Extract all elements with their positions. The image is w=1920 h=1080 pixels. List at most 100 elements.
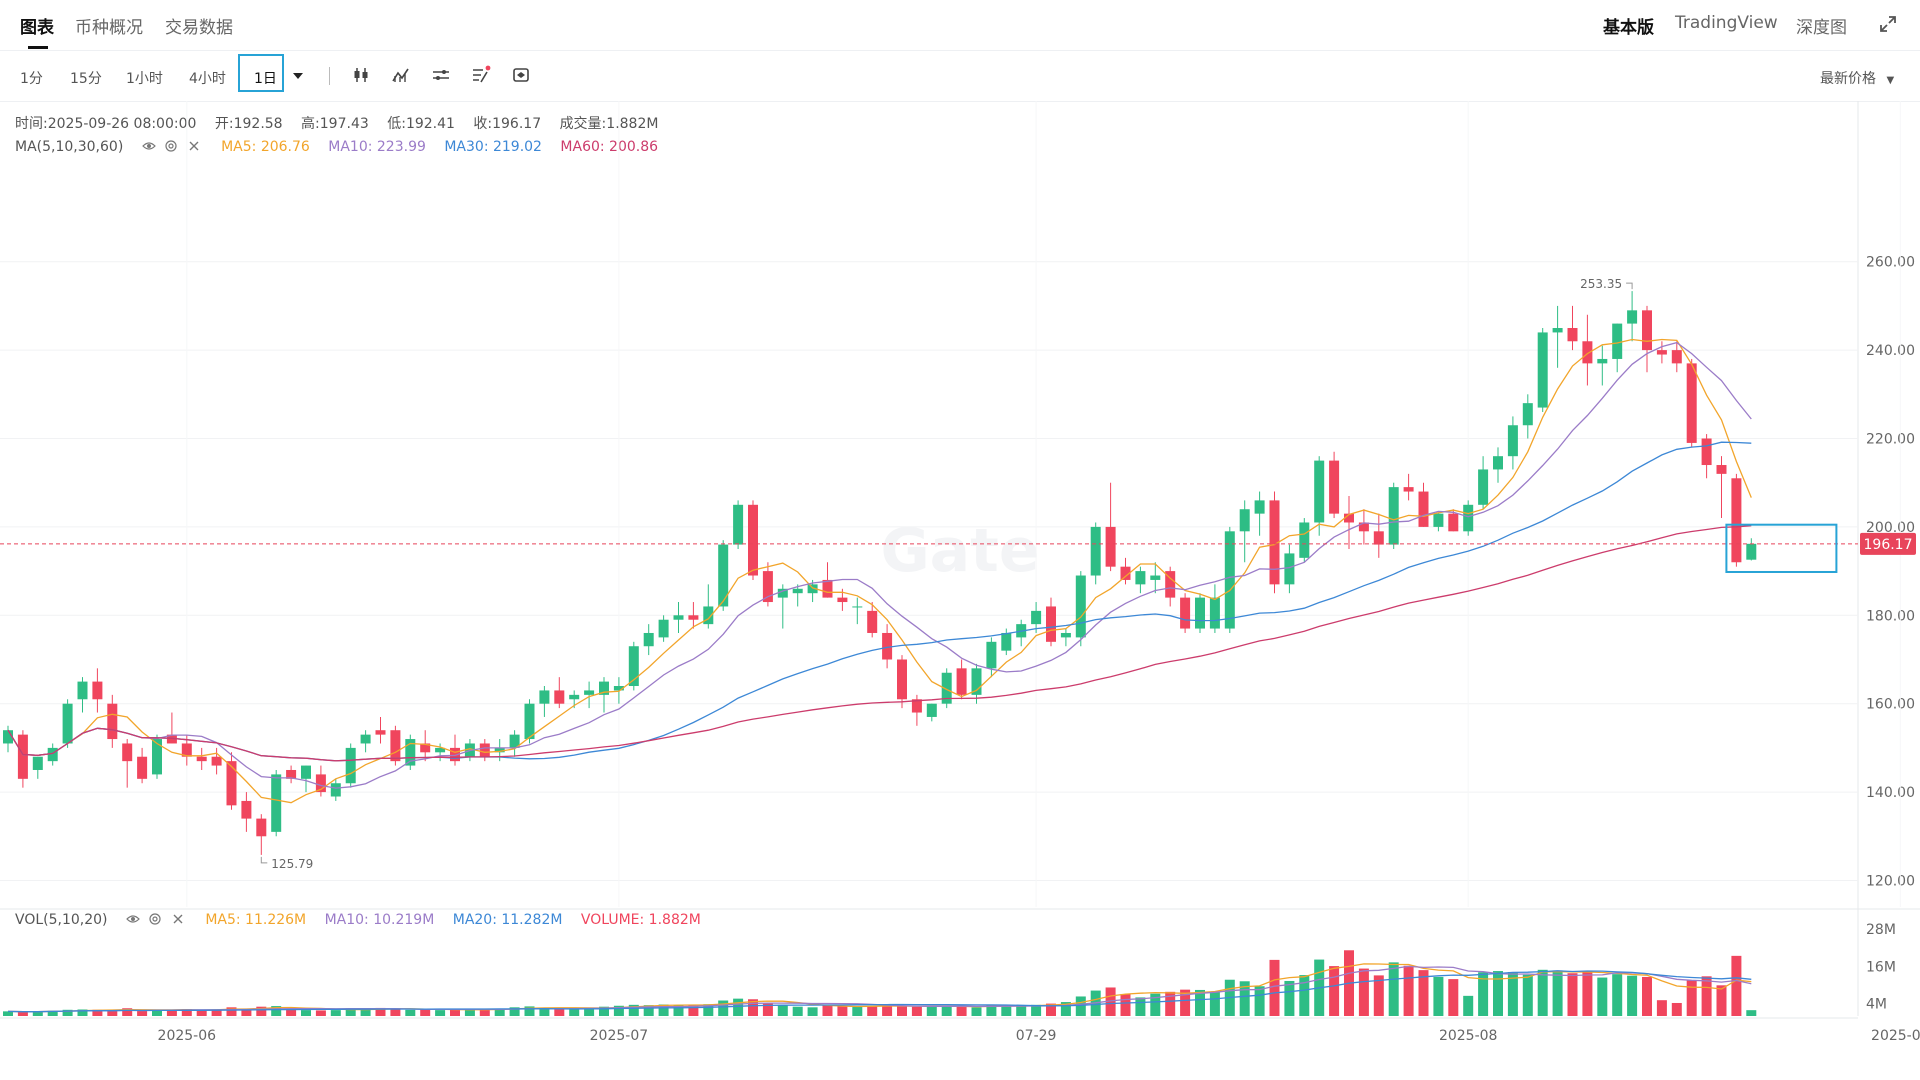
candle-body [107,703,118,740]
ma-legend: MA(5,10,30,60) MA5: 206.76 MA10: 223.99 … [15,139,672,155]
candle-body [32,756,43,770]
volume-bar [1180,989,1191,1016]
candle-body [211,756,222,766]
interval-1h[interactable]: 1小时 [126,71,163,87]
candle-body [1150,575,1161,580]
tab-trading-data[interactable]: 交易数据 [165,18,233,38]
fullscreen-icon[interactable] [1878,14,1898,34]
candle-body [92,681,103,700]
candle-body [748,504,758,576]
volume-bar [673,1005,684,1016]
volume-bar [1448,979,1459,1016]
volume-bar [1612,974,1623,1016]
ma60-value: MA60: 200.86 [560,139,659,155]
candle-body [256,818,267,837]
chevron-down-icon[interactable] [290,65,306,85]
volume-bar [628,1004,639,1016]
candle-body [1403,487,1414,492]
volume-bar [971,1007,982,1016]
candle-body [1046,606,1056,642]
max-marker-line [1626,282,1633,290]
candle-body [3,730,13,744]
volume-bar [554,1009,565,1016]
price-type-dropdown[interactable]: 最新价格 ▼ [1820,68,1894,88]
close-icon[interactable] [171,912,185,926]
candle-body [882,632,893,660]
volume-bar [792,1006,803,1016]
candle-body [286,769,297,779]
camera-snapshot-icon[interactable] [511,65,531,85]
close-icon[interactable] [187,139,201,153]
settings-icon[interactable] [148,912,162,926]
candle-body [956,668,967,695]
volume-bar [330,1010,341,1016]
volume-bar [435,1010,446,1016]
volume-bar [1656,1000,1667,1016]
candle-body [613,686,624,691]
volume-bar [420,1009,431,1016]
tab-tradingview[interactable]: TradingView [1675,13,1778,33]
volume-bar [1642,976,1652,1016]
candle-body [1597,358,1608,364]
candlestick-type-icon[interactable] [351,65,371,85]
candle-body [1344,513,1354,523]
vol-ma10-value: MA10: 10.219M [324,912,435,928]
ma30-line [7,441,1752,762]
drawing-tool-icon[interactable] [471,65,491,85]
candle-body [226,761,237,806]
tab-basic-version[interactable]: 基本版 [1603,18,1654,38]
ma60-line [7,525,1752,762]
interval-4h[interactable]: 4小时 [189,71,226,87]
price-tick-label: 220.00 [1866,432,1915,448]
volume-bar [733,998,744,1016]
volume-bar [62,1009,73,1016]
volume-bar [777,1004,788,1016]
volume-bar [241,1008,252,1016]
tab-depth-chart[interactable]: 深度图 [1796,18,1847,38]
candle-body [1686,363,1697,443]
tab-chart[interactable]: 图表 [20,18,54,38]
vol-ma5-line [7,963,1752,1013]
volume-bar [256,1006,267,1016]
eye-icon[interactable] [126,912,140,926]
candle-body [450,747,460,762]
price-tick-label: 160.00 [1866,697,1915,713]
candle-body [1388,487,1399,545]
volume-bar [926,1007,937,1016]
volume-bar [107,1010,118,1016]
volume-bar [748,999,758,1016]
volume-bar [450,1009,460,1016]
volume-bar [375,1007,386,1016]
candle-body [1552,328,1563,333]
volume-bar [1284,980,1295,1016]
candle-body [166,734,177,744]
high-readout: 高:197.43 [301,116,369,132]
volume-bar [703,1004,714,1016]
settings-sliders-icon[interactable] [431,65,451,85]
candle-body [1656,350,1667,355]
settings-icon[interactable] [164,139,178,153]
volume-bar [405,1009,416,1016]
interval-15m[interactable]: 15分 [70,71,102,87]
price-tick-label: 120.00 [1866,873,1915,889]
interval-1d[interactable]: 1日 [254,71,277,87]
price-tick-label: 200.00 [1866,520,1915,536]
volume-bar [1403,965,1414,1016]
candle-body [986,641,997,669]
candle-body [1418,491,1429,527]
volume-bar [762,1002,773,1016]
candle-body [1105,526,1116,567]
candle-body [941,672,952,704]
volume-bar [1686,980,1697,1016]
volume-bar [47,1010,58,1016]
interval-1m[interactable]: 1分 [20,71,43,87]
volume-bar [1195,989,1205,1016]
volume-bar [1418,970,1429,1016]
eye-icon[interactable] [141,139,156,153]
volume-bar [1001,1005,1012,1016]
indicator-icon[interactable] [391,65,411,85]
tab-coin-overview[interactable]: 币种概况 [75,18,143,38]
volume-bar [1075,996,1086,1016]
price-chart[interactable]: 260.00 240.00 220.00 200.00 180.00 160.00 140.… [0,101,1920,1080]
volume-bar [32,1011,43,1016]
